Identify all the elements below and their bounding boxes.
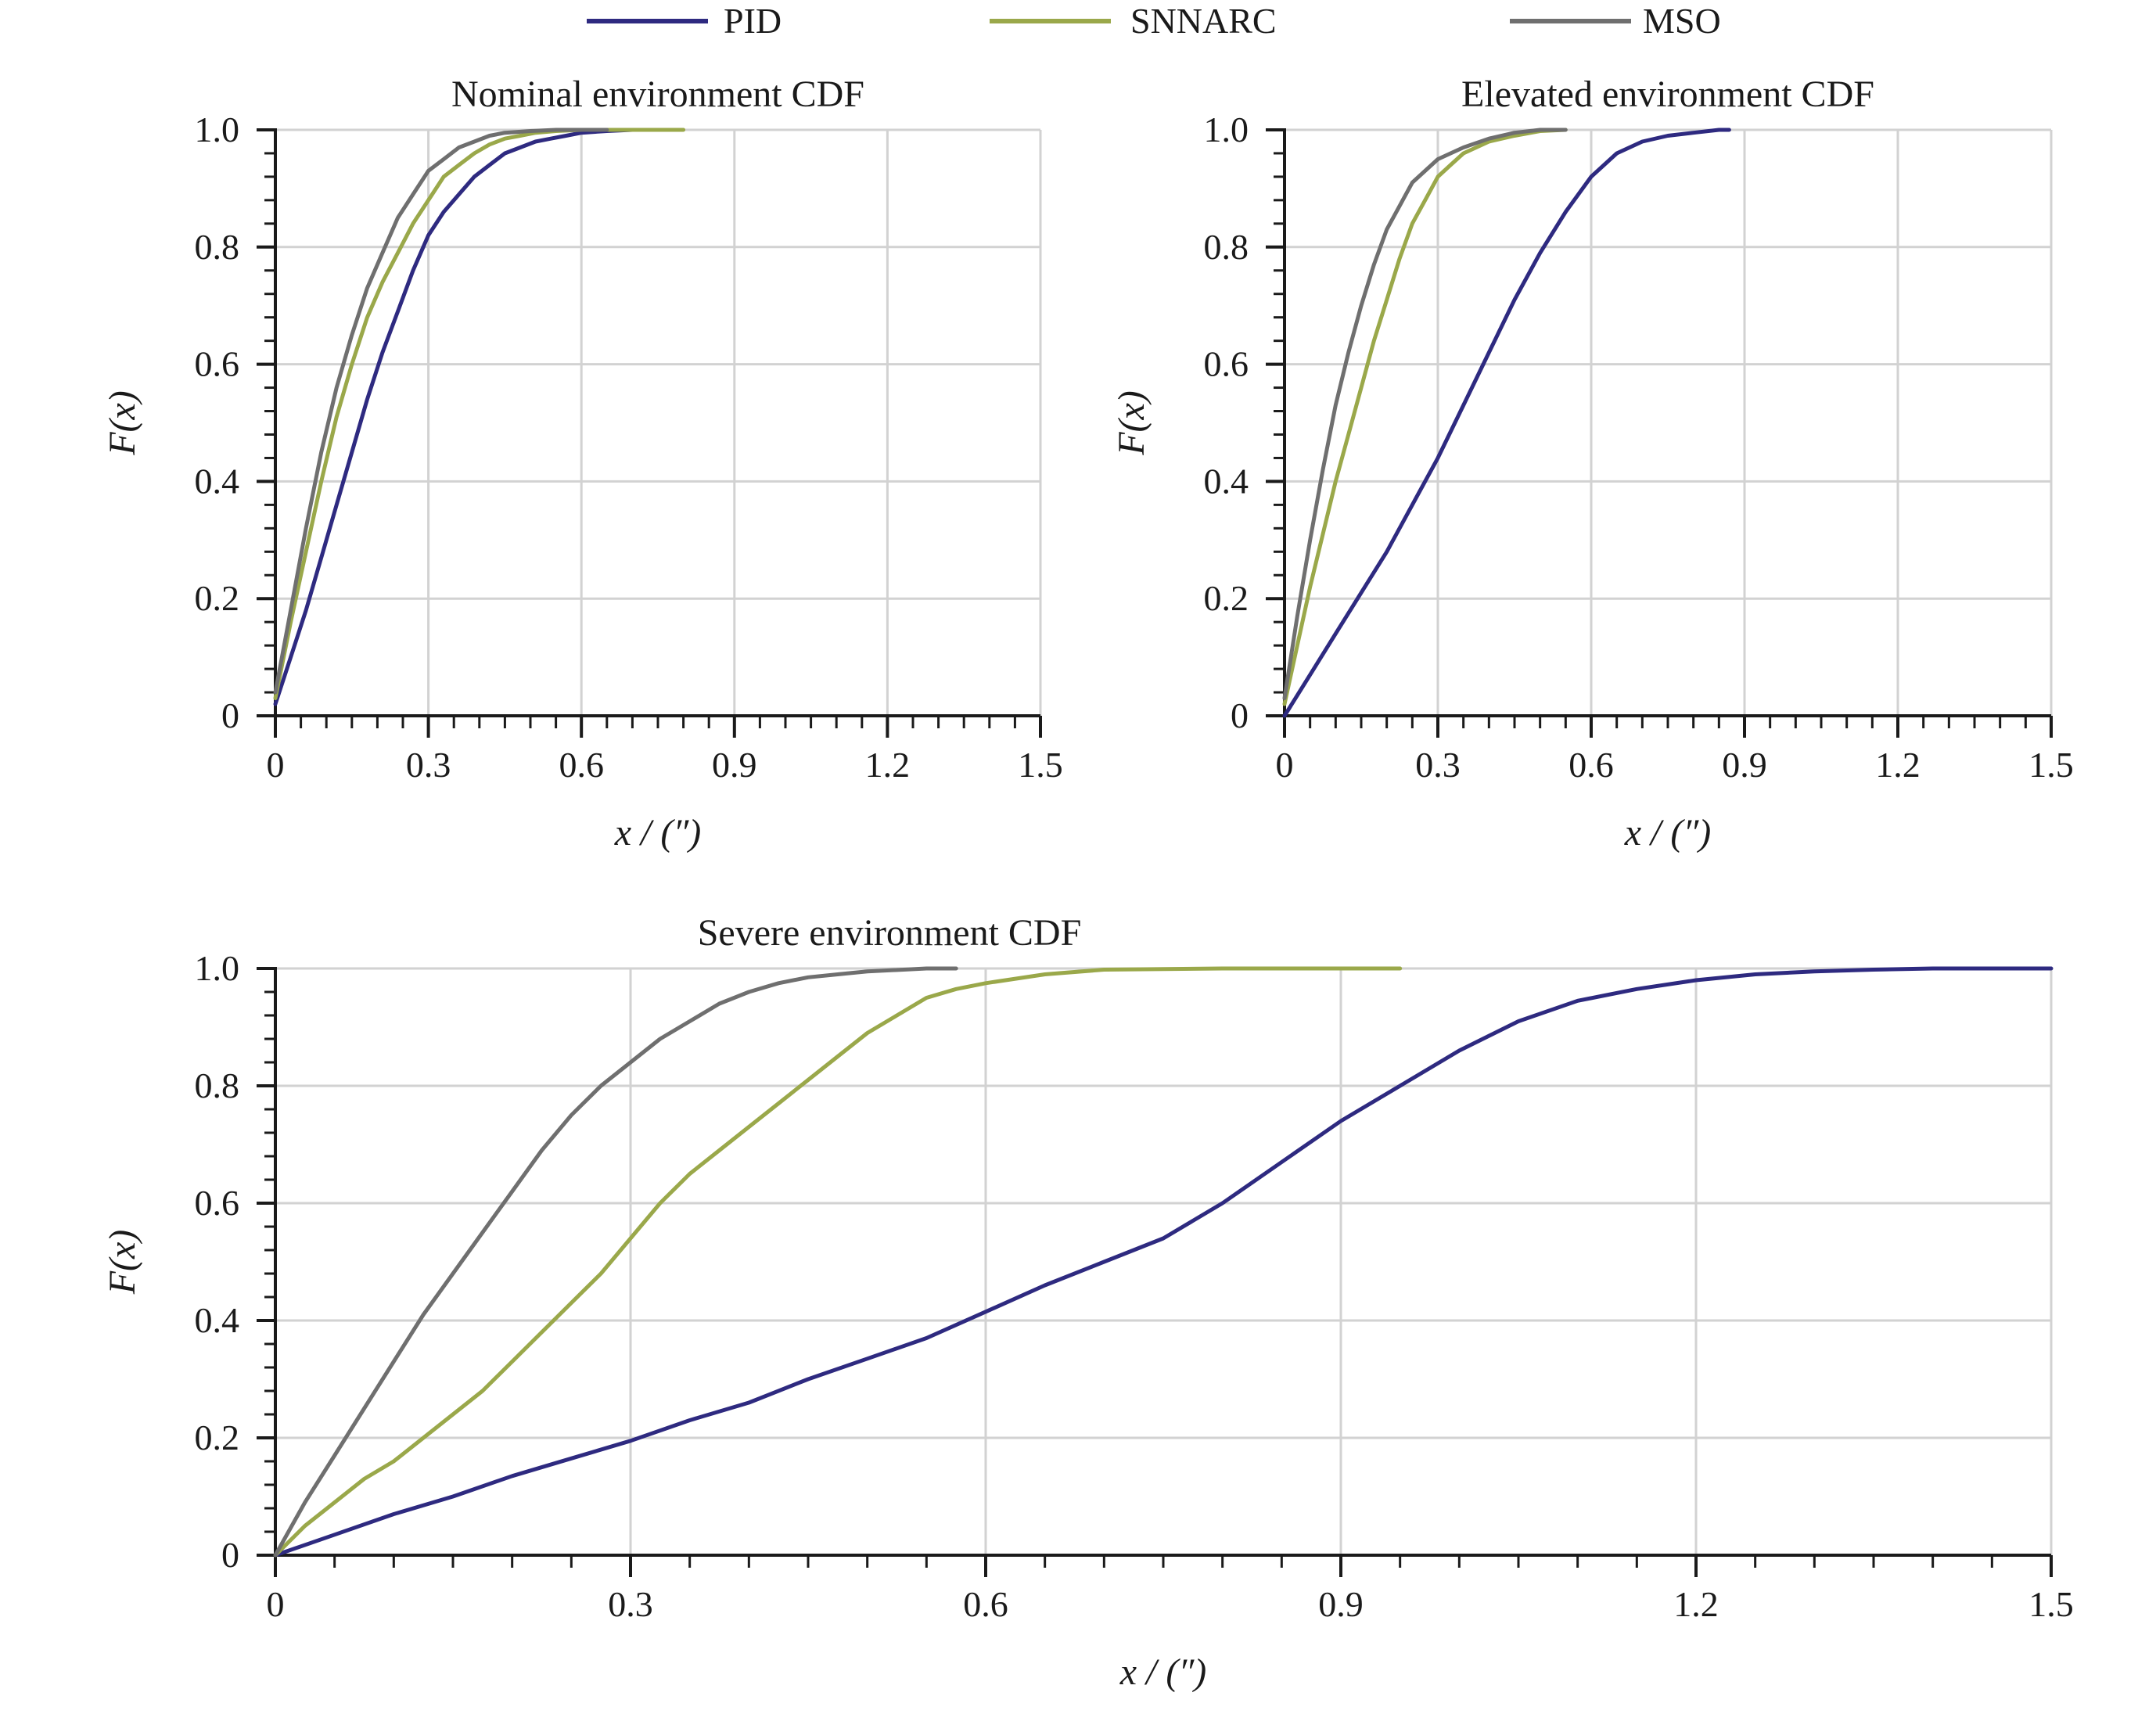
legend-label-mso: MSO xyxy=(1643,1,1721,41)
chart-1-x-axis-label: x / (″) xyxy=(1624,812,1712,853)
chart-2-y-tick-label-5: 1.0 xyxy=(195,948,240,988)
chart-0-y-tick-label-5: 1.0 xyxy=(195,110,240,149)
legend: PID SNNARC MSO xyxy=(587,1,1721,41)
chart-1-y-tick-label-1: 0.2 xyxy=(1204,578,1249,618)
chart-1-y-tick-label-5: 1.0 xyxy=(1204,110,1249,149)
chart-1-x-tick-label-4: 1.2 xyxy=(1875,745,1921,785)
chart-0-title: Nominal environment CDF xyxy=(451,74,864,115)
chart-1-series-snnarc xyxy=(1282,128,1568,706)
chart-panel-nominal: 0 0.3 0.6 0.9 1.2 1.5 0 0.2 0.4 0.6 0.8 1.0 Nominal … xyxy=(102,74,1063,853)
chart-2-y-tick-label-4: 0.8 xyxy=(195,1065,240,1105)
chart-2-x-tick-label-2: 0.6 xyxy=(963,1584,1008,1624)
chart-0-y-tick-label-4: 0.8 xyxy=(195,227,240,267)
chart-0-x-tick-label-5: 1.5 xyxy=(1018,745,1063,785)
chart-2-y-axis-label: F(x) xyxy=(102,1230,143,1295)
chart-2-x-tick-label-4: 1.2 xyxy=(1673,1584,1719,1624)
chart-2-x-tick-label-0: 0 xyxy=(267,1584,285,1624)
chart-2-series-mso xyxy=(273,966,958,1558)
chart-1-title: Elevated environment CDF xyxy=(1461,74,1874,115)
chart-0-x-tick-label-4: 1.2 xyxy=(865,745,911,785)
chart-2-x-tick-label-3: 0.9 xyxy=(1318,1584,1364,1624)
chart-0-series-pid xyxy=(273,128,660,706)
chart-2-x-tick-label-5: 1.5 xyxy=(2028,1584,2074,1624)
legend-label-pid: PID xyxy=(724,1,782,41)
chart-1-y-tick-label-3: 0.6 xyxy=(1204,344,1249,384)
chart-0-x-tick-label-2: 0.6 xyxy=(559,745,604,785)
chart-1-y-tick-label-0: 0 xyxy=(1231,695,1249,735)
chart-2-x-axis-label: x / (″) xyxy=(1119,1651,1207,1693)
chart-1-series-mso xyxy=(1282,128,1568,700)
chart-panel-severe: 0 0.3 0.6 0.9 1.2 1.5 0 0.2 0.4 0.6 0.8 1.0 Severe e… xyxy=(102,912,2074,1693)
chart-2-title: Severe environment CDF xyxy=(698,912,1082,954)
chart-1-y-axis-label: F(x) xyxy=(1111,390,1152,456)
chart-0-y-tick-label-3: 0.6 xyxy=(195,344,240,384)
chart-1-x-tick-label-0: 0 xyxy=(1276,745,1294,785)
chart-1-x-tick-label-5: 1.5 xyxy=(2028,745,2074,785)
chart-0-y-tick-label-2: 0.4 xyxy=(195,461,240,501)
chart-1-x-tick-label-1: 0.3 xyxy=(1415,745,1461,785)
chart-2-y-tick-label-2: 0.4 xyxy=(195,1300,240,1340)
legend-label-snnarc: SNNARC xyxy=(1130,1,1277,41)
chart-2-y-tick-label-0: 0 xyxy=(221,1535,239,1575)
chart-0-y-tick-label-0: 0 xyxy=(221,695,239,735)
chart-2-x-tick-label-1: 0.3 xyxy=(608,1584,653,1624)
chart-0-y-axis-label: F(x) xyxy=(102,390,143,456)
chart-1-x-tick-label-2: 0.6 xyxy=(1568,745,1614,785)
chart-0-series-snnarc xyxy=(273,128,686,700)
chart-1-y-tick-label-4: 0.8 xyxy=(1204,227,1249,267)
chart-0-x-tick-label-3: 0.9 xyxy=(712,745,757,785)
chart-0-x-tick-label-0: 0 xyxy=(267,745,285,785)
chart-0-y-tick-label-1: 0.2 xyxy=(195,578,240,618)
chart-2-series-snnarc xyxy=(273,966,1403,1558)
chart-1-y-tick-label-2: 0.4 xyxy=(1204,461,1249,501)
chart-1-series-pid xyxy=(1282,128,1731,718)
chart-2-series-pid xyxy=(273,966,2054,1558)
chart-2-y-tick-label-3: 0.6 xyxy=(195,1183,240,1223)
chart-2-y-tick-label-1: 0.2 xyxy=(195,1418,240,1457)
chart-0-series-mso xyxy=(273,128,609,695)
chart-1-x-tick-label-3: 0.9 xyxy=(1722,745,1767,785)
chart-0-x-tick-label-1: 0.3 xyxy=(406,745,451,785)
chart-0-x-axis-label: x / (″) xyxy=(614,812,702,853)
chart-panel-elevated: 0 0.3 0.6 0.9 1.2 1.5 0 0.2 0.4 0.6 0.8 1.0 Elevated… xyxy=(1111,74,2074,853)
